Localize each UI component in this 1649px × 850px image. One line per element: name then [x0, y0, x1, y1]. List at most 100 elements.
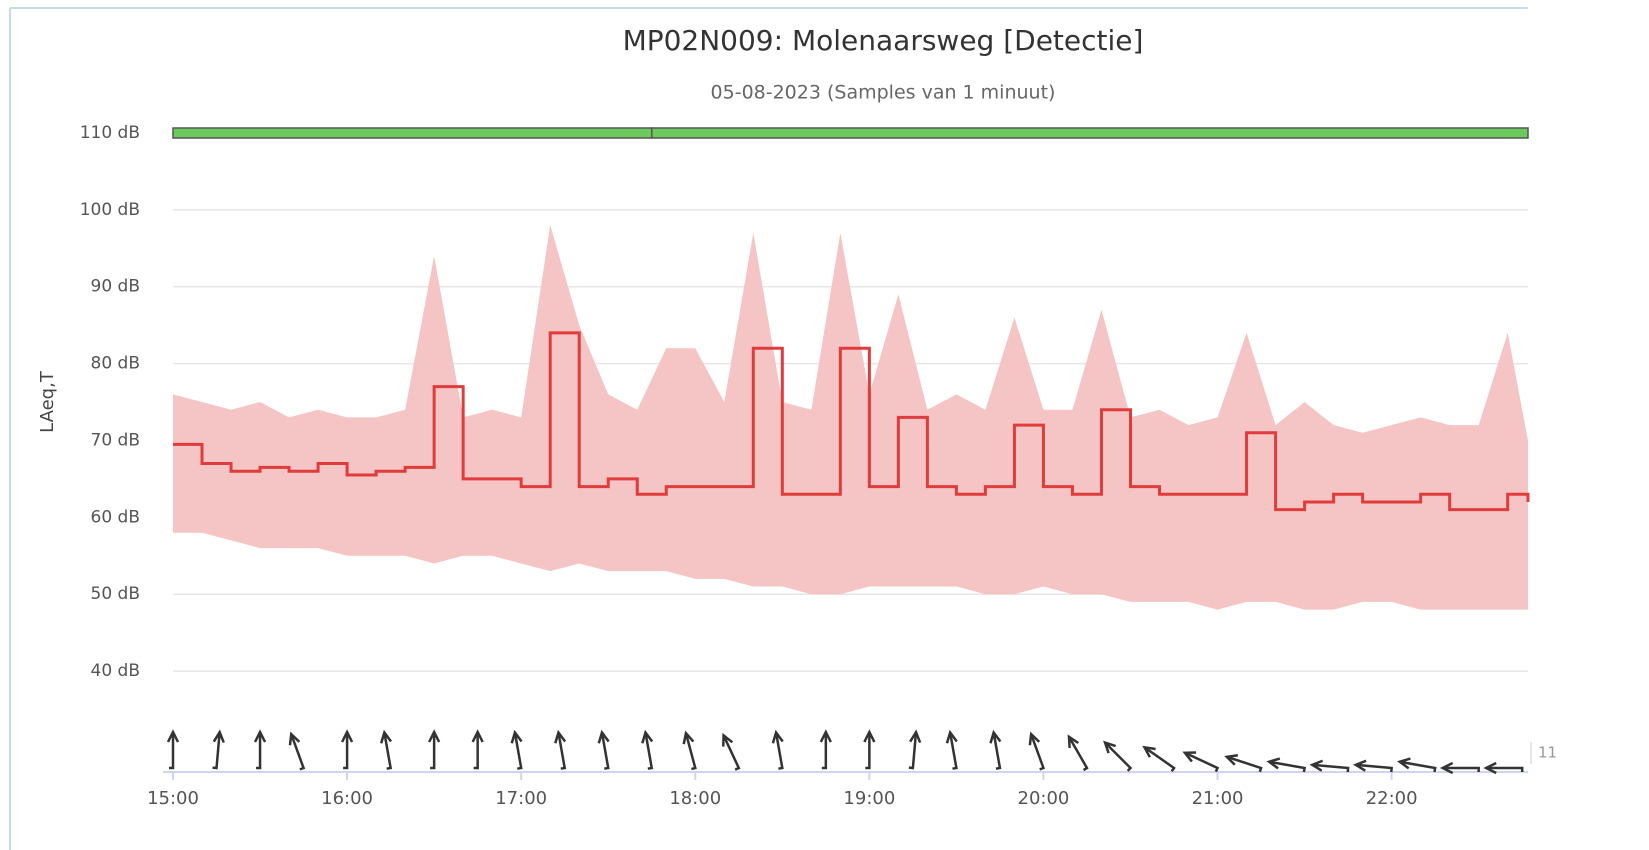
x-tick-label: 15:00: [147, 788, 199, 809]
wind-arrow-head: [682, 730, 695, 745]
wind-arrow-head: [166, 729, 180, 743]
wind-arrow: [945, 729, 958, 770]
wind-arrow-shaft: [908, 734, 918, 770]
y-tick-label: 100 dB: [80, 200, 140, 220]
wind-arrow-head: [253, 729, 267, 743]
wind-arrow-shaft: [1444, 766, 1480, 773]
wind-arrow-shaft: [821, 734, 828, 770]
wind-arrow-head: [1396, 757, 1411, 770]
wind-arrow-head: [212, 729, 225, 743]
wind-arrow-shaft: [169, 734, 175, 770]
y-tick-label: 50 dB: [91, 584, 141, 604]
wind-arrow: [428, 729, 441, 770]
laeq-line: [173, 331, 1530, 512]
x-tick-label: 17:00: [495, 788, 547, 809]
wind-arrow: [863, 729, 876, 770]
wind-arrow-shaft: [1145, 747, 1176, 772]
x-tick-label: 21:00: [1192, 788, 1244, 809]
wind-arrow: [771, 729, 784, 770]
x-tick-label: 18:00: [669, 788, 721, 809]
wind-arrow: [1067, 734, 1089, 772]
wind-arrow: [1028, 731, 1046, 771]
wind-arrow-head: [1439, 761, 1454, 775]
wind-arrow: [989, 729, 1002, 770]
edge-label: 11: [1538, 744, 1557, 762]
wind-arrow-shaft: [1068, 737, 1089, 772]
wind-arrow-shaft: [685, 734, 697, 771]
wind-arrow-shaft: [1401, 760, 1437, 773]
wind-arrow-shaft: [1030, 735, 1046, 771]
wind-arrow: [166, 729, 180, 770]
wind-arrow: [908, 729, 922, 770]
wind-arrow: [288, 731, 306, 771]
wind-arrow-head: [945, 729, 958, 744]
wind-arrow-shaft: [1270, 760, 1307, 773]
wind-arrow-shaft: [383, 734, 393, 770]
x-tick-label: 20:00: [1018, 788, 1070, 809]
x-tick-label: 22:00: [1366, 788, 1418, 809]
wind-arrow: [722, 732, 741, 771]
wind-arrow: [1483, 761, 1524, 775]
wind-arrow: [212, 729, 225, 770]
wind-arrow-head: [989, 729, 1002, 744]
y-tick-label: 40 dB: [91, 661, 141, 681]
wind-arrow-head: [1309, 759, 1324, 772]
wind-arrow: [253, 729, 267, 770]
wind-arrow-shaft: [949, 734, 958, 770]
wind-arrow: [1352, 759, 1393, 773]
wind-arrow-shaft: [601, 734, 610, 770]
wind-arrow: [1309, 759, 1350, 773]
wind-arrow-shaft: [1186, 752, 1220, 773]
wind-arrow-shaft: [992, 734, 1002, 770]
wind-arrow: [1396, 757, 1437, 773]
x-tick-label: 16:00: [321, 788, 373, 809]
wind-arrow: [340, 729, 354, 770]
wind-arrow: [1266, 757, 1307, 773]
wind-arrow-head: [428, 729, 441, 743]
wind-arrow-shaft: [557, 734, 567, 770]
wind-arrow: [554, 729, 567, 770]
wind-arrow-head: [471, 729, 484, 743]
wind-arrow-head: [1103, 740, 1117, 754]
wind-arrow-shaft: [644, 734, 654, 770]
chart-subtitle: 05-08-2023 (Samples van 1 minuut): [711, 82, 1056, 104]
wind-arrow-shaft: [343, 734, 349, 770]
wind-arrow-head: [1266, 757, 1281, 770]
wind-arrow-head: [510, 729, 523, 744]
wind-arrow-head: [1352, 759, 1367, 772]
wind-arrow-head: [819, 729, 832, 743]
wind-arrow-shaft: [514, 734, 523, 770]
wind-arrow-head: [1067, 734, 1079, 749]
wind-arrow-head: [641, 729, 654, 744]
wind-arrow-head: [379, 729, 393, 744]
wind-arrow: [1439, 761, 1480, 775]
wind-arrow-head: [554, 729, 567, 744]
wind-arrow-shaft: [865, 734, 871, 770]
wind-arrow-shaft: [723, 736, 741, 771]
x-tick-label: 19:00: [843, 788, 895, 809]
y-tick-label: 70 dB: [91, 430, 141, 450]
wind-arrow-head: [597, 729, 610, 744]
wind-arrow-head: [1142, 745, 1156, 758]
wind-arrow-head: [1224, 753, 1239, 766]
wind-arrow: [1182, 751, 1220, 773]
wind-arrow-shaft: [212, 734, 221, 770]
wind-arrow-shaft: [1314, 763, 1350, 773]
wind-arrow-shaft: [290, 735, 306, 771]
y-tick-label: 90 dB: [91, 277, 141, 297]
wind-arrow: [1103, 740, 1133, 772]
wind-arrow: [819, 729, 832, 770]
wind-arrow-shaft: [1228, 756, 1263, 773]
wind-arrow-shaft: [473, 734, 479, 770]
y-tick-label: 110 dB: [80, 123, 140, 143]
wind-arrow-head: [722, 732, 734, 747]
wind-arrow-head: [340, 729, 354, 743]
range-band: [173, 225, 1528, 610]
wind-arrow-shaft: [430, 734, 436, 770]
wind-arrow: [641, 729, 654, 770]
wind-arrow-shaft: [1357, 763, 1393, 773]
wind-arrow: [1224, 753, 1263, 773]
wind-arrow-head: [771, 729, 784, 744]
wind-arrow-head: [909, 729, 922, 743]
